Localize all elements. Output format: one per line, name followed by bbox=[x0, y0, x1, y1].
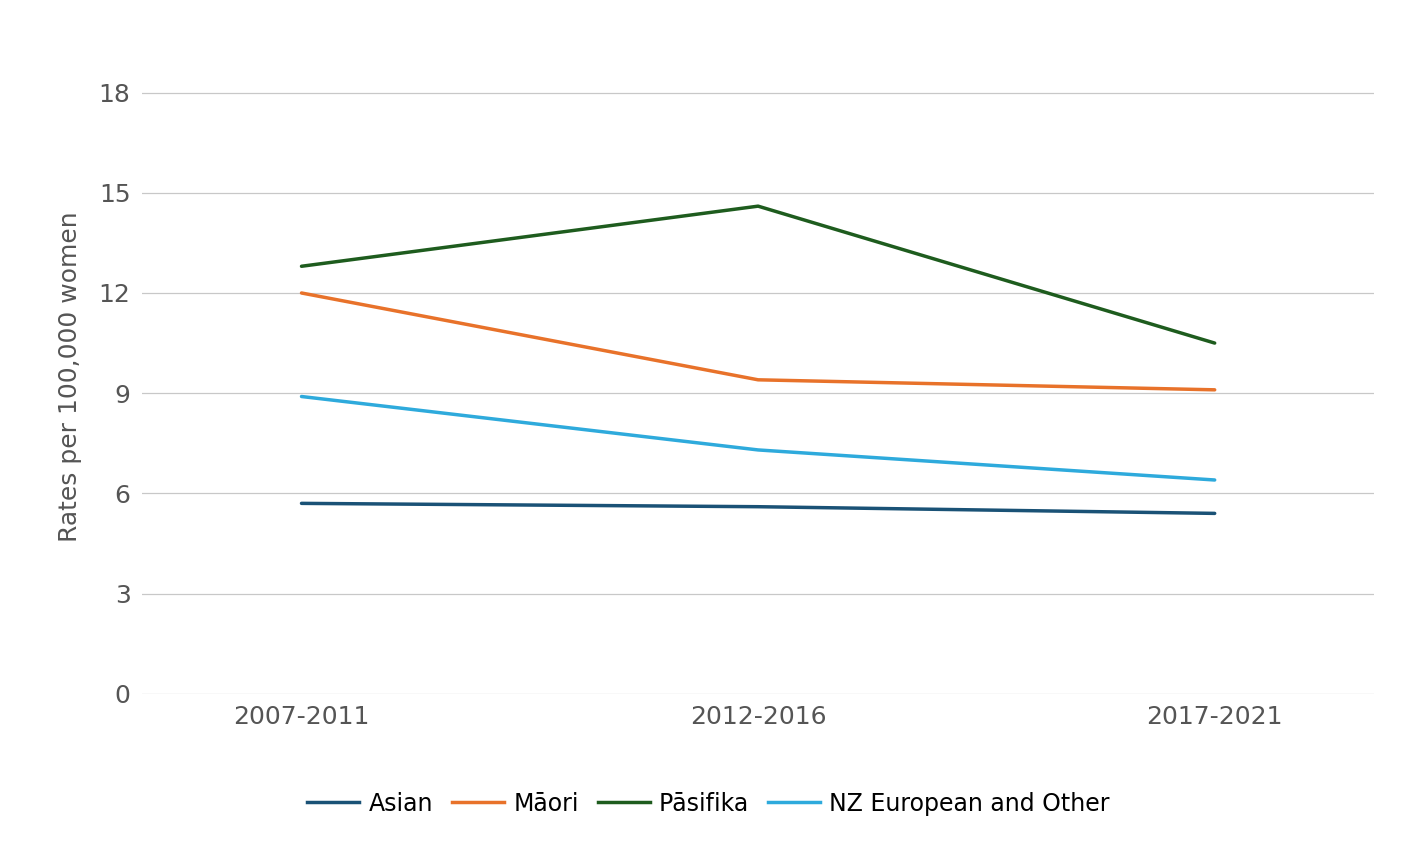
NZ European and Other bbox=[750, 445, 767, 455]
Pāsifika bbox=[293, 261, 310, 272]
Asian bbox=[750, 502, 767, 512]
Legend: Asian, Māori, Pāsifika, NZ European and Other: Asian, Māori, Pāsifika, NZ European and … bbox=[298, 783, 1119, 826]
Line: NZ European and Other: NZ European and Other bbox=[302, 397, 1214, 480]
Asian bbox=[293, 498, 310, 508]
NZ European and Other bbox=[1206, 475, 1223, 485]
Y-axis label: Rates per 100,000 women: Rates per 100,000 women bbox=[58, 212, 82, 541]
Line: Māori: Māori bbox=[302, 293, 1214, 390]
Māori bbox=[1206, 385, 1223, 395]
Asian bbox=[1206, 508, 1223, 519]
Line: Pāsifika: Pāsifika bbox=[302, 206, 1214, 343]
Pāsifika bbox=[1206, 338, 1223, 349]
NZ European and Other bbox=[293, 392, 310, 402]
Māori bbox=[750, 375, 767, 385]
Line: Asian: Asian bbox=[302, 503, 1214, 514]
Māori bbox=[293, 288, 310, 298]
Pāsifika bbox=[750, 201, 767, 212]
